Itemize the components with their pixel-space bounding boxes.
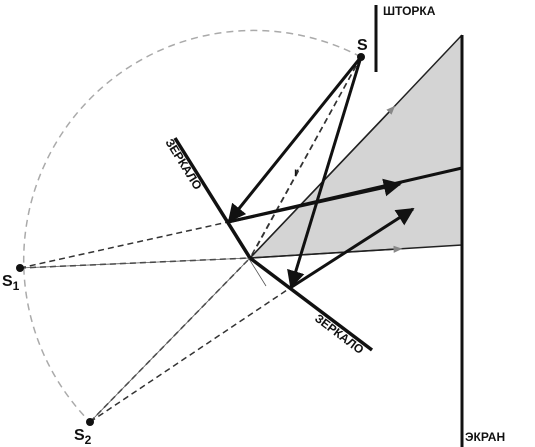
source-label: S <box>357 37 368 54</box>
image-letter: S <box>74 427 85 444</box>
image-letter: S <box>2 273 13 290</box>
circle-arc <box>22 29 362 423</box>
image-label: S1 <box>2 273 20 293</box>
mirrors <box>173 137 374 352</box>
mirror-label: ЗЕРКАЛО <box>162 136 204 192</box>
rays <box>227 56 463 290</box>
image-label: S2 <box>74 427 92 447</box>
distance-label: r <box>294 165 299 179</box>
image-index: 1 <box>13 279 20 293</box>
mirror-label: ЗЕРКАЛО <box>312 311 366 357</box>
shutter-label: ШТОРКА <box>383 4 436 18</box>
points <box>16 53 365 426</box>
screen-label: ЭКРАН <box>465 430 505 444</box>
thin-lines <box>19 237 267 423</box>
image-index: 2 <box>85 433 92 447</box>
